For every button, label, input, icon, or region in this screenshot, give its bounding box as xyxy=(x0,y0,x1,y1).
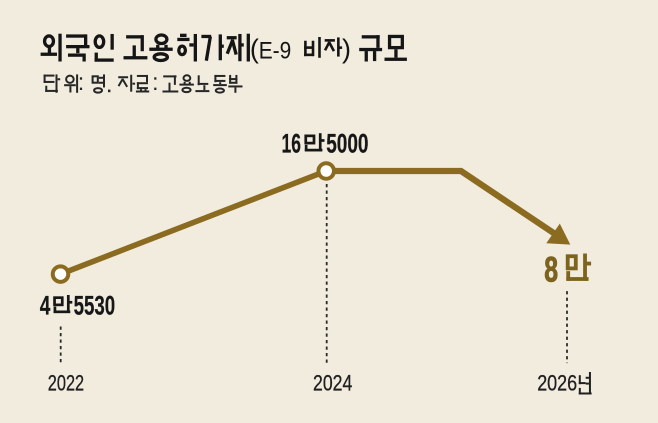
svg-text:2024: 2024 xyxy=(313,370,352,395)
svg-text:(: ( xyxy=(250,34,259,64)
svg-text:5530: 5530 xyxy=(74,291,116,321)
svg-text:): ) xyxy=(342,34,351,64)
svg-text:2022: 2022 xyxy=(48,370,84,395)
svg-text:8: 8 xyxy=(544,251,558,290)
svg-text:E-9: E-9 xyxy=(259,37,292,64)
svg-text:2026: 2026 xyxy=(537,370,577,395)
svg-text:5000: 5000 xyxy=(326,129,368,159)
svg-text:16: 16 xyxy=(282,129,302,159)
svg-text:4: 4 xyxy=(40,291,51,321)
